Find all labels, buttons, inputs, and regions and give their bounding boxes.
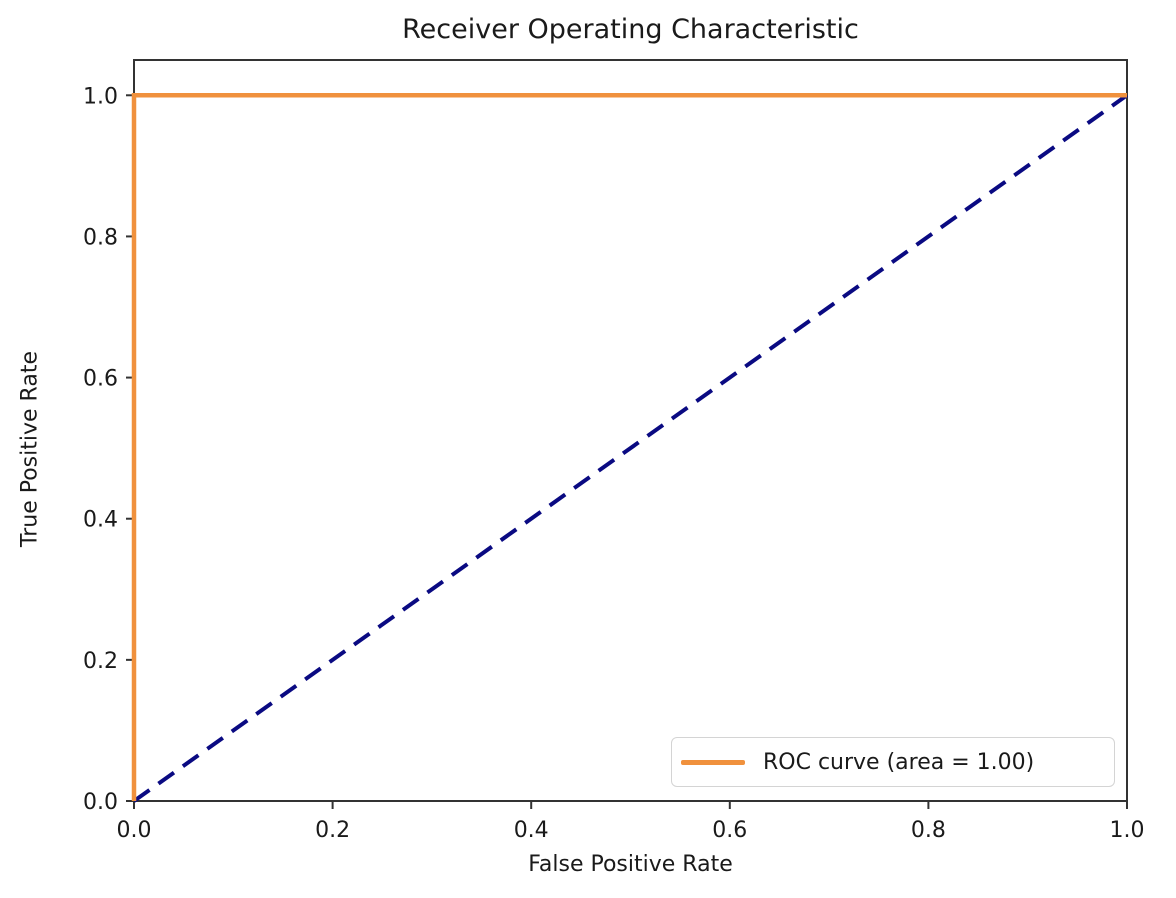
x-tick-label: 0.8 — [911, 818, 946, 843]
roc-curve-legend-swatch — [681, 759, 745, 765]
x-axis-label: False Positive Rate — [528, 852, 733, 877]
x-tick-label: 0.0 — [117, 818, 152, 843]
roc-curve-line — [131, 93, 1127, 801]
chart-title: Receiver Operating Characteristic — [402, 14, 859, 45]
x-tick-label: 0.4 — [514, 818, 549, 843]
x-tick-label: 0.6 — [712, 818, 747, 843]
chance-diagonal-line — [132, 93, 1129, 803]
plot-spines — [133, 59, 1128, 802]
y-tick-label: 0.2 — [83, 649, 118, 674]
x-tick-label: 1.0 — [1110, 818, 1145, 843]
y-tick-label: 1.0 — [83, 84, 118, 109]
y-axis-label: True Positive Rate — [17, 351, 43, 547]
y-tick-label: 0.6 — [83, 367, 118, 392]
legend: ROC curve (area = 1.00) — [671, 737, 1115, 787]
y-tick-label: 0.4 — [83, 508, 118, 533]
roc-curve-legend-label: ROC curve (area = 1.00) — [763, 749, 1035, 775]
x-tick-label: 0.2 — [315, 818, 350, 843]
y-tick-label: 0.8 — [83, 225, 118, 250]
y-tick-label: 0.0 — [83, 790, 118, 815]
